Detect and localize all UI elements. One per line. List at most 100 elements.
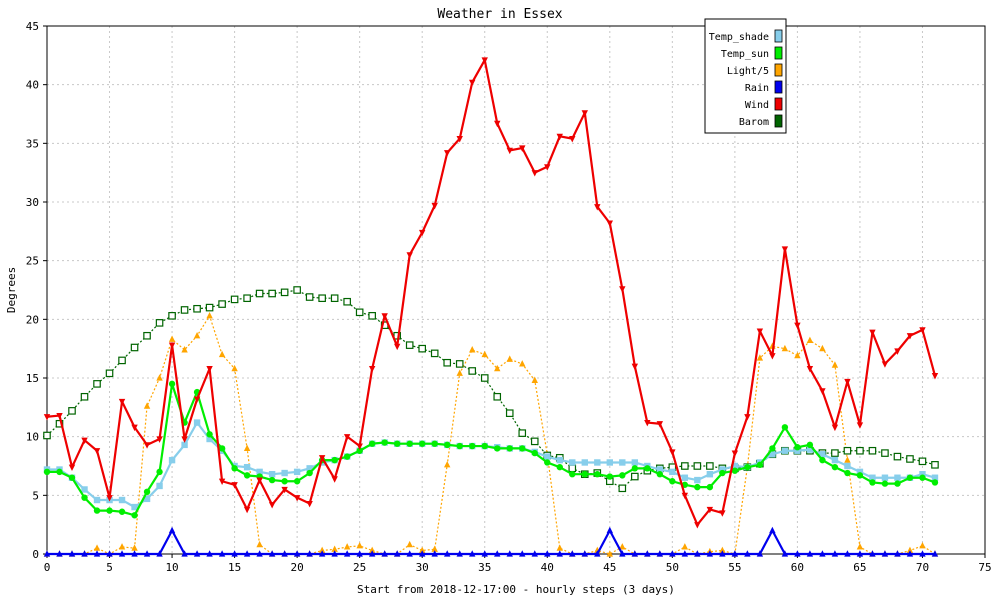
data-point-barom (55, 419, 64, 428)
data-point-temp-sun (519, 445, 526, 452)
data-point-rain (206, 550, 213, 557)
data-point-rain (881, 550, 889, 557)
data-point-temp-shade (694, 476, 701, 484)
data-point-temp-shade (856, 468, 864, 476)
data-point-temp-shade (168, 456, 176, 464)
data-point-temp-sun (444, 441, 451, 449)
data-point-temp-sun (781, 424, 789, 431)
data-point-rain (218, 550, 226, 557)
data-point-rain (81, 550, 88, 557)
legend-label: Wind (745, 100, 769, 111)
data-point-temp-sun (306, 469, 313, 477)
data-point-wind (243, 506, 251, 514)
x-tick-label: 5 (106, 561, 113, 574)
data-point-temp-sun (531, 449, 538, 457)
data-point-wind (819, 388, 826, 395)
data-point-wind (531, 170, 538, 177)
data-point-rain (556, 550, 563, 557)
data-point-wind (669, 449, 676, 456)
data-point-light-5 (481, 350, 488, 358)
data-point-temp-sun (131, 512, 138, 519)
data-point-temp-sun (631, 465, 639, 472)
data-point-wind (719, 510, 726, 517)
data-point-rain (193, 550, 201, 557)
data-point-rain (393, 550, 401, 557)
data-point-temp-sun (419, 440, 426, 447)
data-point-wind (356, 443, 363, 450)
data-point-wind (594, 204, 601, 211)
y-tick-label: 10 (26, 431, 39, 444)
data-point-temp-shade (631, 459, 639, 466)
data-point-wind (393, 343, 401, 351)
data-point-temp-sun (756, 461, 764, 469)
data-point-temp-sun (556, 463, 563, 471)
data-point-wind (869, 329, 876, 337)
data-point-light-5 (719, 546, 726, 554)
data-point-rain (293, 550, 301, 557)
x-tick-label: 20 (291, 561, 304, 574)
data-point-temp-sun (106, 507, 113, 514)
data-point-barom (93, 380, 101, 388)
data-point-temp-sun (856, 472, 864, 479)
data-point-temp-sun (206, 431, 213, 438)
data-point-barom (230, 295, 239, 304)
y-tick-label: 35 (26, 137, 39, 150)
data-point-barom (130, 343, 139, 352)
data-point-temp-sun (368, 440, 376, 447)
data-point-temp-shade (556, 456, 563, 464)
data-point-wind (694, 522, 701, 529)
data-point-temp-sun (68, 474, 76, 481)
data-point-light-5 (606, 550, 613, 557)
data-point-temp-sun (469, 442, 476, 450)
series-wind (43, 57, 939, 529)
data-point-light-5 (681, 543, 689, 550)
data-point-light-5 (506, 355, 513, 362)
data-point-rain (243, 550, 251, 557)
data-point-barom (918, 457, 927, 466)
data-point-wind (469, 79, 476, 87)
data-point-light-5 (243, 444, 251, 451)
data-point-temp-shade (894, 474, 901, 481)
data-point-wind (506, 147, 513, 155)
legend-swatch (774, 114, 783, 128)
data-point-wind (794, 322, 801, 329)
data-point-wind (881, 361, 889, 368)
data-point-wind (606, 220, 613, 227)
data-point-wind (544, 164, 551, 171)
data-point-temp-shade (769, 451, 776, 458)
data-point-rain (268, 550, 276, 557)
data-point-rain (906, 550, 914, 557)
data-point-wind (168, 342, 176, 349)
legend-label: Rain (745, 83, 769, 94)
data-point-wind (569, 136, 576, 143)
data-point-light-5 (419, 546, 426, 554)
data-point-barom (368, 312, 376, 320)
data-point-rain (156, 550, 163, 557)
data-point-barom (443, 358, 452, 367)
data-point-rain (831, 550, 839, 557)
data-point-rain (719, 550, 726, 557)
data-point-temp-sun (569, 471, 576, 478)
data-point-rain (794, 550, 801, 557)
data-point-temp-shade (844, 462, 851, 470)
data-point-light-5 (431, 545, 438, 552)
data-point-rain (869, 550, 876, 557)
data-point-light-5 (318, 546, 326, 554)
data-point-light-5 (556, 544, 563, 551)
data-point-wind (781, 246, 789, 253)
data-point-temp-sun (894, 480, 901, 487)
data-point-barom (843, 446, 852, 455)
data-point-barom (255, 289, 264, 298)
data-point-temp-sun (156, 468, 163, 476)
data-point-wind (293, 495, 301, 502)
data-point-wind (419, 229, 426, 237)
data-point-wind (431, 202, 438, 210)
y-axis-label: Degrees (5, 267, 18, 313)
data-point-rain (93, 550, 101, 557)
data-point-barom (330, 294, 339, 303)
data-point-temp-shade (681, 474, 689, 481)
y-tick-label: 30 (26, 196, 39, 209)
data-point-barom (468, 367, 477, 375)
data-point-rain (431, 550, 438, 557)
x-tick-label: 70 (916, 561, 929, 574)
